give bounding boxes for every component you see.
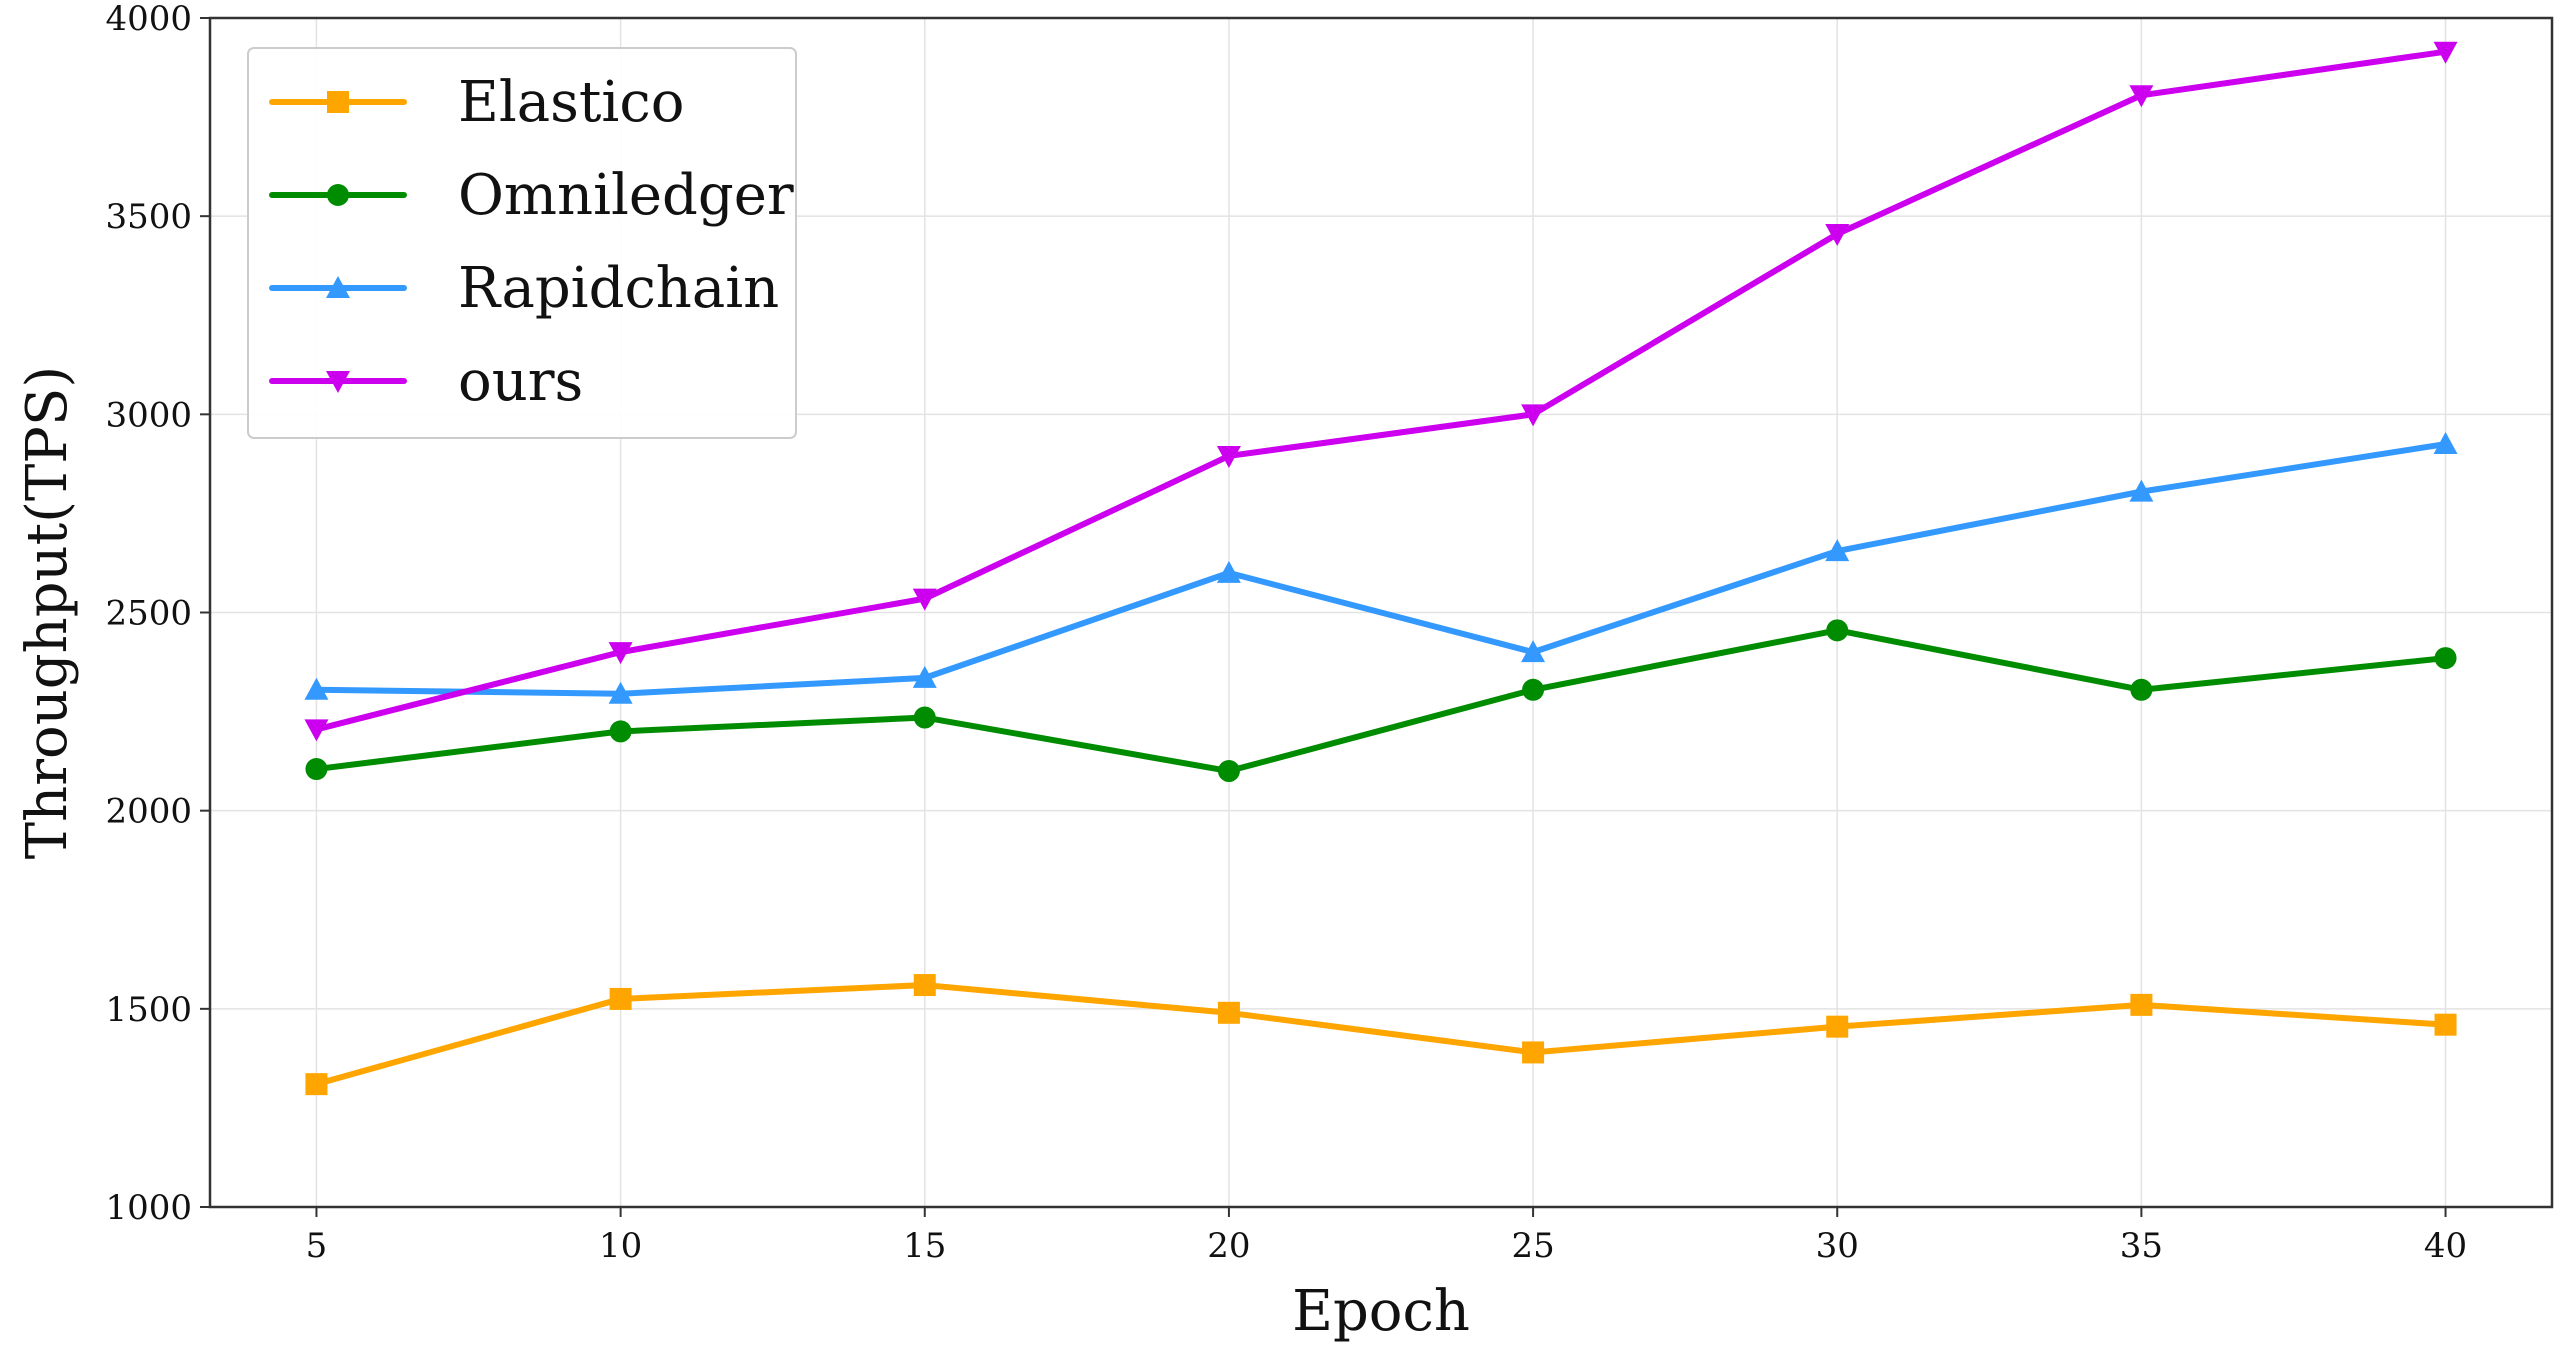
data-point-ours	[912, 588, 937, 611]
legend-entry-elastico: Elastico	[269, 70, 684, 135]
data-point-omniledger	[609, 720, 632, 743]
data-point-elastico	[305, 1073, 328, 1096]
x-tick-label: 10	[599, 1226, 642, 1266]
x-tick-label: 40	[2424, 1226, 2467, 1266]
data-point-rapidchain	[1216, 560, 1241, 583]
x-tick-label: 5	[306, 1226, 328, 1266]
series-line-elastico	[313, 982, 2449, 1088]
data-point-rapidchain	[1521, 640, 1546, 663]
series-rapidchain	[304, 432, 2458, 704]
data-point-omniledger	[1217, 760, 1240, 783]
y-tick-label: 3000	[105, 395, 192, 435]
data-point-omniledger	[1522, 678, 1545, 701]
data-point-ours	[1825, 224, 1850, 247]
series-ours	[304, 41, 2458, 742]
legend: Elastico Omniledger Rapidchain ours	[247, 47, 797, 439]
y-tick-label: 1500	[105, 990, 192, 1030]
legend-marker-elastico	[327, 91, 349, 113]
legend-marker-omniledger	[327, 184, 349, 206]
x-tick-label: 20	[1207, 1226, 1250, 1266]
data-point-rapidchain	[304, 677, 329, 700]
y-tick-label: 2000	[105, 792, 192, 832]
data-point-ours	[2129, 85, 2154, 108]
data-point-omniledger	[1826, 619, 1849, 642]
legend-entry-rapidchain: Rapidchain	[269, 256, 779, 321]
legend-label-elastico: Elastico	[458, 70, 684, 135]
legend-label-omniledger: Omniledger	[458, 163, 794, 228]
data-point-omniledger	[2130, 678, 2153, 701]
legend-marker-rapidchain	[326, 276, 350, 298]
y-tick-label: 2500	[105, 594, 192, 634]
series-line-rapidchain	[313, 441, 2449, 697]
y-tick-label: 1000	[105, 1188, 192, 1228]
data-point-omniledger	[305, 758, 328, 781]
data-point-elastico	[1826, 1015, 1849, 1038]
x-tick-label: 25	[1511, 1226, 1554, 1266]
data-point-elastico	[609, 987, 632, 1010]
data-point-elastico	[1522, 1041, 1545, 1064]
legend-label-ours: ours	[458, 349, 583, 414]
legend-label-rapidchain: Rapidchain	[458, 256, 779, 321]
legend-entry-omniledger: Omniledger	[269, 163, 794, 228]
axis-ticks: 5 10 15 20 25 30 35 40 1000 1500 2000 2500 3000 3500 4…	[105, 0, 2467, 1266]
data-point-omniledger	[2434, 647, 2457, 670]
data-point-rapidchain	[2433, 432, 2458, 455]
data-point-rapidchain	[608, 681, 633, 704]
data-point-ours	[1216, 445, 1241, 468]
data-point-ours	[1521, 404, 1546, 427]
data-point-ours	[304, 719, 329, 742]
series-group	[304, 41, 2458, 1096]
series-elastico	[305, 974, 2457, 1096]
legend-marker-ours	[326, 371, 350, 393]
x-axis-title: Epoch	[1292, 1279, 1470, 1344]
legend-box	[247, 47, 797, 439]
data-point-elastico	[2130, 993, 2153, 1016]
data-point-elastico	[1217, 1001, 1240, 1024]
y-axis-title: Throughput(TPS)	[15, 366, 80, 859]
series-omniledger	[305, 619, 2457, 783]
y-tick-label: 3500	[105, 197, 192, 237]
legend-entry-ours: ours	[269, 349, 583, 414]
data-point-rapidchain	[2129, 479, 2154, 502]
data-point-omniledger	[913, 706, 936, 729]
series-line-ours	[313, 48, 2449, 733]
x-tick-label: 15	[903, 1226, 946, 1266]
data-point-rapidchain	[912, 665, 937, 688]
data-point-ours	[2433, 41, 2458, 64]
data-point-rapidchain	[1825, 539, 1850, 562]
series-line-omniledger	[313, 627, 2449, 775]
data-point-ours	[608, 642, 633, 665]
x-tick-label: 35	[2120, 1226, 2163, 1266]
y-tick-label: 4000	[105, 0, 192, 39]
data-point-elastico	[913, 974, 936, 997]
x-tick-label: 30	[1816, 1226, 1859, 1266]
data-point-elastico	[2434, 1013, 2457, 1036]
